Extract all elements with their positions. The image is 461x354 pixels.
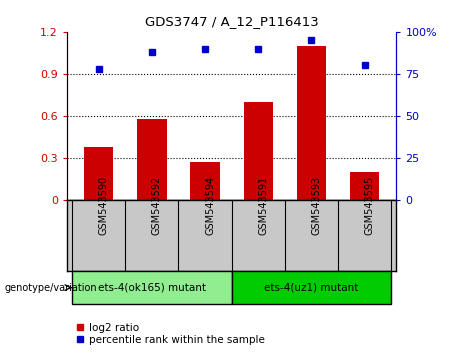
Bar (190, 162, 220, 200)
Text: GSM543593: GSM543593 (311, 176, 321, 235)
Text: ets-4(uz1) mutant: ets-4(uz1) mutant (264, 282, 359, 293)
Text: GSM543592: GSM543592 (152, 176, 162, 235)
Text: genotype/variation: genotype/variation (5, 282, 97, 293)
Text: GSM543590: GSM543590 (99, 176, 109, 235)
Bar (137, 119, 166, 200)
Text: ets-4(ok165) mutant: ets-4(ok165) mutant (98, 282, 206, 293)
Bar (84, 147, 113, 200)
Text: GSM543591: GSM543591 (258, 176, 268, 235)
Text: GSM543594: GSM543594 (205, 176, 215, 235)
Bar (350, 172, 379, 200)
Bar (243, 102, 273, 200)
Text: GSM543595: GSM543595 (365, 176, 374, 235)
Bar (297, 46, 326, 200)
Bar (72, 271, 231, 304)
Legend: log2 ratio, percentile rank within the sample: log2 ratio, percentile rank within the s… (72, 318, 269, 349)
Title: GDS3747 / A_12_P116413: GDS3747 / A_12_P116413 (145, 15, 319, 28)
Bar (231, 271, 391, 304)
